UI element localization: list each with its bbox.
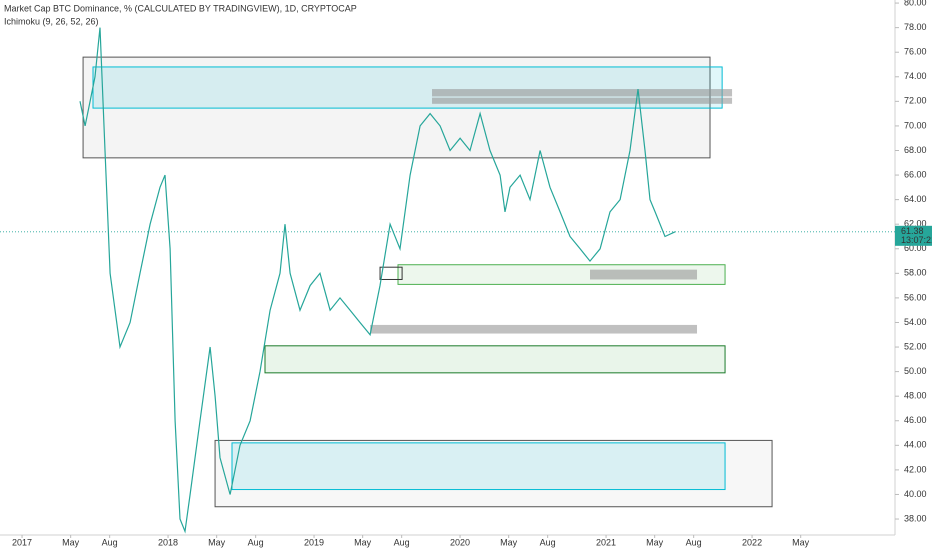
y-tick-label: 76.00	[904, 47, 927, 57]
x-tick-label: 2020	[450, 537, 470, 547]
x-tick-label: Aug	[102, 537, 118, 547]
x-tick-label: Aug	[248, 537, 264, 547]
zone	[214, 439, 773, 508]
last-price-box	[895, 225, 932, 246]
x-tick-label: May	[792, 537, 810, 547]
y-tick-label: 54.00	[904, 317, 927, 327]
y-tick-label: 80.00	[904, 0, 927, 7]
y-tick-label: 66.00	[904, 169, 927, 179]
y-tick-label: 64.00	[904, 194, 927, 204]
countdown-label: 13:07:21	[901, 235, 932, 245]
x-tick-label: 2022	[742, 537, 762, 547]
y-tick-label: 74.00	[904, 71, 927, 81]
y-tick-label: 70.00	[904, 120, 927, 130]
y-tick-label: 62.00	[904, 219, 927, 229]
y-tick-label: 40.00	[904, 489, 927, 499]
x-tick-label: 2021	[596, 537, 616, 547]
zone	[432, 97, 733, 104]
x-tick-label: May	[208, 537, 226, 547]
x-tick-label: Aug	[686, 537, 702, 547]
indicator-label: Ichimoku (9, 26, 52, 26)	[4, 16, 99, 26]
y-tick-label: 50.00	[904, 366, 927, 376]
zone	[370, 324, 698, 334]
zone	[432, 89, 733, 97]
x-tick-label: May	[62, 537, 80, 547]
zone	[264, 345, 726, 374]
last-price-label: 61.38	[901, 226, 924, 236]
y-tick-label: 68.00	[904, 145, 927, 155]
y-tick-label: 72.00	[904, 96, 927, 106]
zone	[379, 266, 403, 280]
x-tick-label: May	[500, 537, 518, 547]
zone	[589, 269, 698, 280]
zone	[231, 442, 726, 491]
y-tick-label: 48.00	[904, 391, 927, 401]
y-tick-label: 42.00	[904, 464, 927, 474]
y-tick-label: 78.00	[904, 22, 927, 32]
x-tick-label: May	[646, 537, 664, 547]
zone	[82, 56, 711, 159]
y-tick-label: 46.00	[904, 415, 927, 425]
x-tick-label: May	[354, 537, 372, 547]
y-tick-label: 52.00	[904, 341, 927, 351]
y-tick-label: 58.00	[904, 268, 927, 278]
y-tick-label: 44.00	[904, 440, 927, 450]
x-tick-label: 2019	[304, 537, 324, 547]
x-tick-label: Aug	[540, 537, 556, 547]
chart-title: Market Cap BTC Dominance, % (CALCULATED …	[4, 3, 357, 13]
x-tick-label: 2017	[12, 537, 32, 547]
y-tick-label: 60.00	[904, 243, 927, 253]
x-tick-label: Aug	[394, 537, 410, 547]
price-line	[79, 27, 676, 534]
y-tick-label: 38.00	[904, 513, 927, 523]
y-tick-label: 56.00	[904, 292, 927, 302]
x-tick-label: 2018	[158, 537, 178, 547]
